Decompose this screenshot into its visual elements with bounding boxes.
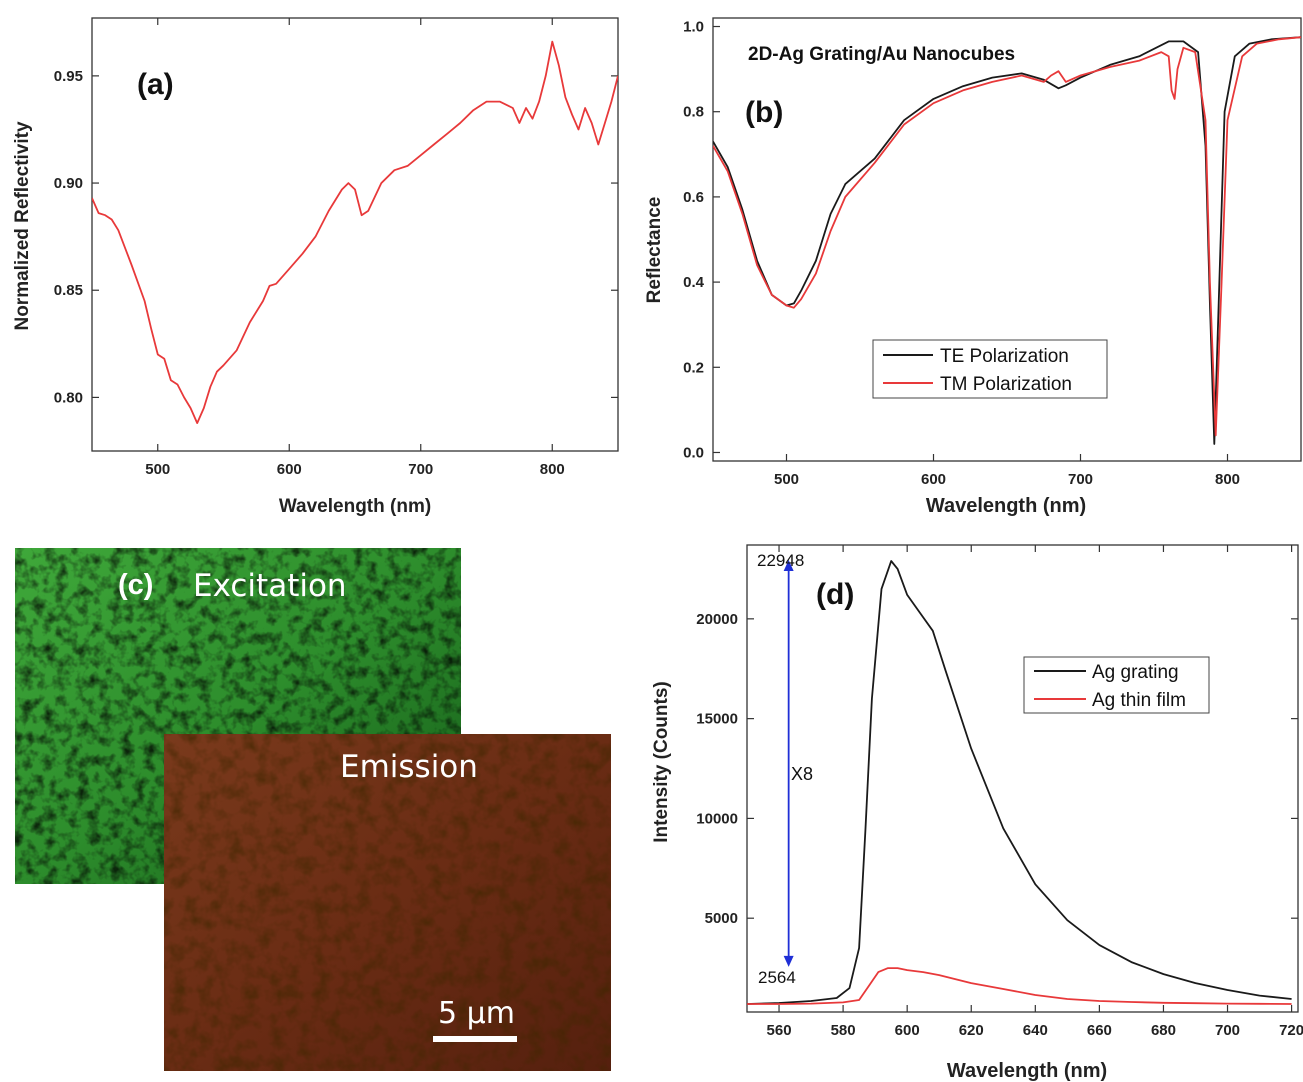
emission-image	[164, 734, 611, 1071]
panel-d-xtick-label: 580	[831, 1022, 856, 1039]
panel-d-series-0-line	[747, 560, 1292, 1005]
panel-b-series-0-line	[713, 36, 1301, 445]
emission-label: Emission	[340, 749, 478, 785]
panel-d-xtick-label: 560	[767, 1022, 792, 1039]
panel-b-series-1-line	[713, 36, 1301, 437]
panel-b-xtick-label: 600	[921, 471, 946, 488]
panel-a-label: (a)	[137, 68, 174, 101]
enhancement-arrow-head-top	[783, 560, 794, 572]
enhancement-arrow-head-bottom	[783, 955, 794, 967]
panel-a-series-0-line	[92, 40, 618, 424]
panel-d-legend-film: Ag thin film	[1092, 690, 1186, 711]
panel-d-xtick-label: 660	[1087, 1022, 1112, 1039]
panel-b-ytick-label: 1.0	[683, 19, 704, 36]
panel-a-xlabel: Wavelength (nm)	[279, 496, 431, 517]
panel-d-xtick-label: 600	[895, 1022, 920, 1039]
panel-d-legend-box	[1023, 656, 1210, 714]
panel-b-legend-tm: TM Polarization	[940, 374, 1072, 395]
panel-b-title: 2D-Ag Grating/Au Nanocubes	[748, 44, 1015, 65]
panel-b-ytick-label: 0.8	[683, 104, 704, 121]
panel-d-legend-grating: Ag grating	[1092, 662, 1179, 683]
panel-d-series-1-line	[747, 967, 1292, 1005]
panel-a-xtick-label: 700	[408, 461, 433, 478]
panel-d-xtick-label: 680	[1151, 1022, 1176, 1039]
panel-a-ytick-label: 0.80	[54, 389, 83, 406]
annotation-bottom-value: 2564	[758, 968, 796, 987]
panel-c-label: (c)	[118, 569, 153, 601]
panel-b-legend: TE Polarization TM Polarization	[872, 339, 1108, 399]
panel-a-xtick-label: 600	[277, 461, 302, 478]
panel-a-ylabel: Normalized Reflectivity	[12, 121, 33, 330]
panel-d-plot-frame	[746, 544, 1299, 1013]
panel-a-plot-frame	[91, 17, 619, 452]
panel-b-xtick-label: 500	[774, 471, 799, 488]
panel-b-chart: 500 600 700 800 0.0 0.2 0.4 0.6 0.8 1.0 Wavelengt…	[644, 17, 1302, 517]
excitation-label: Excitation	[193, 568, 347, 604]
panel-d-label: (d)	[816, 578, 854, 611]
enhancement-annotation: 22948 2564 X8	[757, 551, 813, 987]
panel-a-ytick-label: 0.95	[54, 68, 83, 85]
panel-b-xlabel: Wavelength (nm)	[926, 495, 1086, 517]
panel-d-xtick-label: 700	[1215, 1022, 1240, 1039]
panel-d-ytick-label: 15000	[696, 711, 738, 728]
panel-c-micrographs: (c) Excitation Emission 5 μm	[15, 548, 611, 1071]
panel-b-label: (b)	[745, 96, 783, 129]
annotation-top-value: 22948	[757, 551, 804, 570]
panel-b-ytick-label: 0.4	[683, 274, 705, 291]
panel-a-xtick-label: 500	[145, 461, 170, 478]
panel-a-xtick-label: 800	[540, 461, 565, 478]
panel-b-plot-frame	[712, 17, 1302, 462]
panel-d-xtick-label: 720	[1279, 1022, 1303, 1039]
panel-b-legend-box	[872, 339, 1108, 399]
panel-d-ytick-label: 10000	[696, 810, 738, 827]
panel-d-chart: 560 580 600 620 640 660 680 700 720 5000 10000 1500…	[651, 544, 1303, 1082]
panel-b-ylabel: Reflectance	[644, 197, 665, 304]
panel-b-legend-te: TE Polarization	[940, 346, 1069, 367]
panel-d-legend: Ag grating Ag thin film	[1023, 656, 1210, 714]
panel-b-xtick-label: 800	[1215, 471, 1240, 488]
panel-b-ytick-label: 0.2	[683, 359, 704, 376]
annotation-factor: X8	[791, 764, 813, 784]
panel-a-ytick-label: 0.90	[54, 175, 83, 192]
scale-bar	[433, 1036, 517, 1042]
panel-d-xtick-label: 620	[959, 1022, 984, 1039]
panel-d-xlabel: Wavelength (nm)	[947, 1060, 1107, 1082]
panel-b-xtick-label: 700	[1068, 471, 1093, 488]
panel-d-ylabel: Intensity (Counts)	[651, 681, 672, 843]
scale-bar-label: 5 μm	[438, 996, 515, 1031]
panel-a-chart: 500 600 700 800 0.80 0.85 0.90 0.95 Wavelength …	[12, 17, 619, 517]
panel-d-ytick-label: 5000	[705, 910, 738, 927]
panel-b-ytick-label: 0.0	[683, 444, 704, 461]
panel-d-ytick-label: 20000	[696, 611, 738, 628]
panel-b-ytick-label: 0.6	[683, 189, 704, 206]
panel-a-ytick-label: 0.85	[54, 282, 83, 299]
panel-d-xtick-label: 640	[1023, 1022, 1048, 1039]
